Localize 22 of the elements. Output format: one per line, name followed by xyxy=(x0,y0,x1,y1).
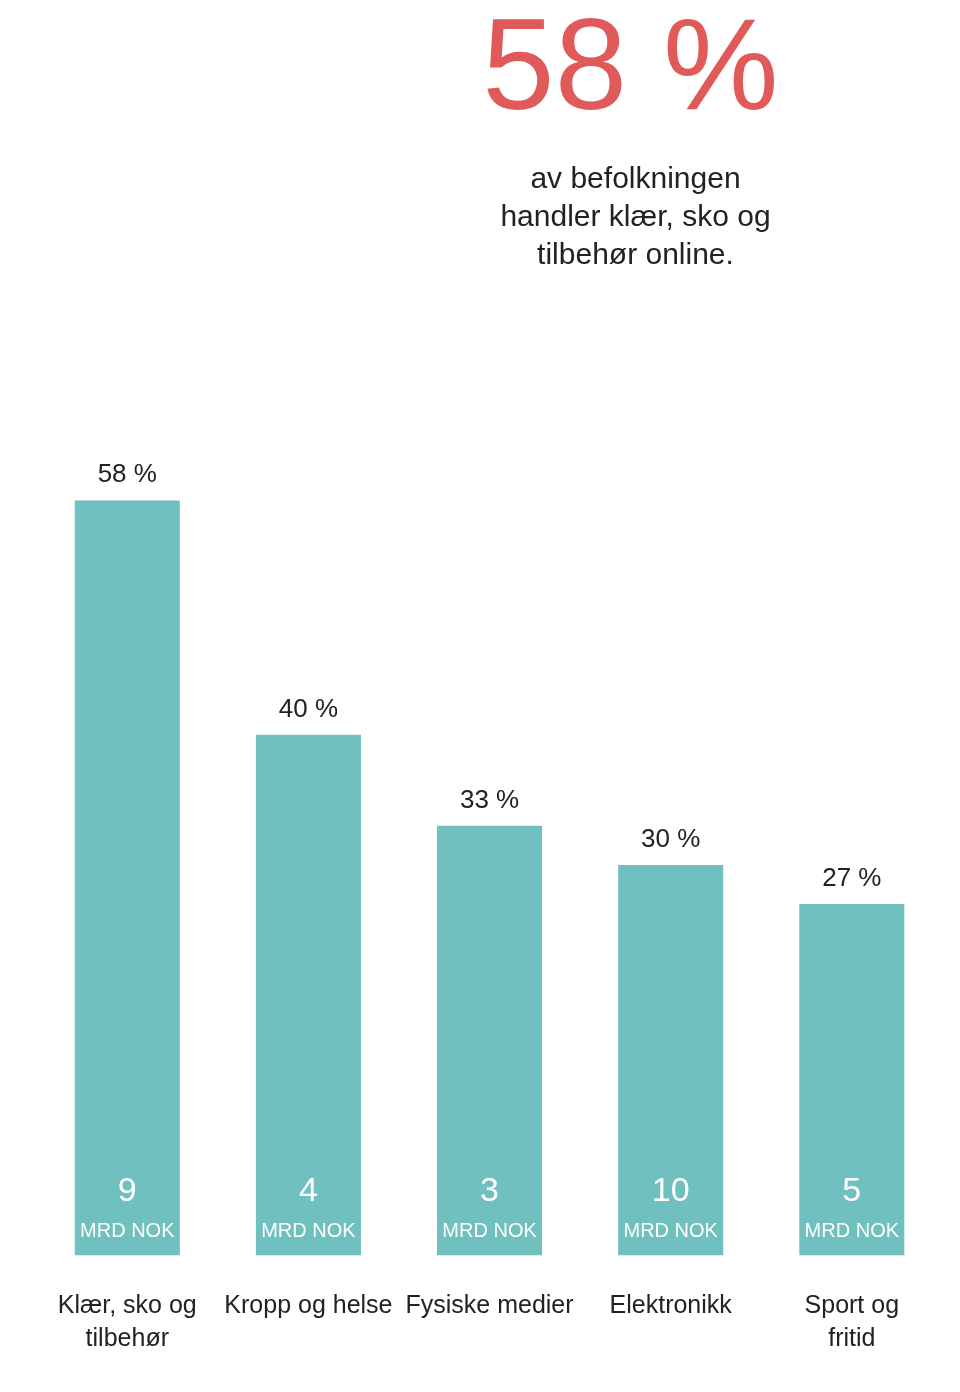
x-tick-label: Sport og fritid xyxy=(804,1289,900,1352)
data-label: 40 % xyxy=(278,692,339,723)
data-label: 33 % xyxy=(459,783,520,814)
annotation: 10 MRD NOK xyxy=(623,1170,719,1241)
annotation: 9 MRD NOK xyxy=(80,1170,176,1241)
data-label: 30 % xyxy=(641,822,701,853)
bar xyxy=(255,734,361,1256)
x-tick-label: Fysiske medier xyxy=(405,1289,574,1318)
annotation: 4 MRD NOK xyxy=(261,1170,357,1241)
x-tick-label: Klær, sko og tilbehør xyxy=(57,1289,197,1352)
bar xyxy=(618,864,724,1256)
text: av befolkningen handler klær, sko og tilbehør online. xyxy=(500,161,771,270)
annotation: 3 MRD NOK xyxy=(442,1170,538,1241)
x-tick-label: Kropp og helse xyxy=(224,1289,393,1318)
bar xyxy=(74,500,180,1256)
x-tick-label: Elektronikk xyxy=(609,1289,733,1318)
annotation: 5 MRD NOK xyxy=(804,1170,900,1241)
text: 58 % xyxy=(482,0,779,137)
bar xyxy=(799,903,905,1256)
data-label: 58 % xyxy=(97,458,157,489)
data-label: 27 % xyxy=(822,861,882,892)
bar xyxy=(437,825,543,1256)
